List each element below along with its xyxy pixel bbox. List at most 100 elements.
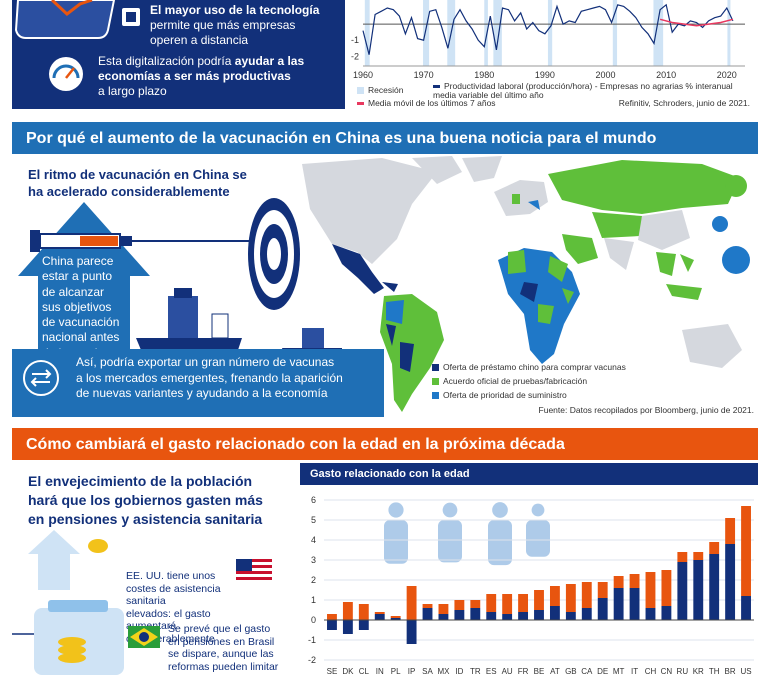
vaccination-title: Por qué el aumento de la vacunación en C… xyxy=(26,130,657,147)
x-tick-label: CL xyxy=(359,667,370,675)
age-chart-title: Gasto relacionado con la edad xyxy=(310,468,470,480)
x-tick-label: 2000 xyxy=(596,70,616,80)
bar-cl-series-0 xyxy=(358,620,369,630)
us-text: EE. UU. tiene unos costes de asistencia … xyxy=(126,570,236,645)
bar-ch-series-1 xyxy=(645,572,656,608)
map-legend-testing: Acuerdo oficial de pruebas/fabricación xyxy=(432,374,626,388)
bar-in-series-0 xyxy=(374,614,385,620)
arrow-text-line5: de vacunación xyxy=(42,315,120,330)
point-technology-line3: operen a distancia xyxy=(150,33,249,47)
x-tick-label: IT xyxy=(631,667,638,675)
bar-sa-series-0 xyxy=(422,608,433,620)
bar-ca-series-0 xyxy=(581,608,592,620)
point-technology-bold: El mayor uso de la tecnología xyxy=(150,3,320,17)
x-tick-label: AU xyxy=(502,667,513,675)
bar-kr-series-1 xyxy=(693,552,704,560)
x-tick-label: IN xyxy=(376,667,384,675)
x-tick-label: SE xyxy=(327,667,338,675)
recession-band xyxy=(653,0,664,66)
brazil-text-line3: se dispare, aunque las xyxy=(168,648,274,660)
bar-mx-series-1 xyxy=(438,604,449,614)
map-legend-supply: Oferta de prioridad de suministro xyxy=(432,388,626,402)
digitalization-line4: a largo plazo xyxy=(98,84,167,98)
bar-cl-series-1 xyxy=(358,604,369,620)
bar-au-series-0 xyxy=(502,614,513,620)
bar-in-series-1 xyxy=(374,612,385,614)
y-tick-label: -1 xyxy=(351,35,359,45)
x-tick-label: IP xyxy=(408,667,416,675)
bar-it-series-0 xyxy=(629,588,640,620)
map-legend: Oferta de préstamo chino para comprar va… xyxy=(432,360,626,402)
digitalization-line1: Esta digitalización podría xyxy=(98,54,232,68)
vaccination-subtitle: El ritmo de vacunación en China se ha ac… xyxy=(28,166,268,200)
coin-jar-illustration xyxy=(12,530,124,675)
recession-band xyxy=(484,0,488,66)
legend-recession: Recesión xyxy=(357,85,403,95)
bar-be-series-1 xyxy=(534,590,544,610)
recession-band xyxy=(547,0,553,66)
y-tick-label: -1 xyxy=(308,635,316,645)
bar-se-series-1 xyxy=(327,614,337,620)
x-tick-label: BE xyxy=(534,667,545,675)
exchange-icon xyxy=(23,360,59,396)
elderly-figure-head xyxy=(531,503,545,517)
bar-sa-series-1 xyxy=(422,604,433,608)
x-tick-label: US xyxy=(740,667,751,675)
export-box xyxy=(12,349,384,417)
x-tick-label: AT xyxy=(550,667,560,675)
digitalization-bold-b: economías a ser más productivas xyxy=(98,69,291,83)
bar-at-series-0 xyxy=(549,606,560,620)
arrow-text-line6: nacional antes xyxy=(42,330,120,345)
bar-au-series-1 xyxy=(502,594,513,614)
y-tick-label: 0 xyxy=(311,615,316,625)
vaccination-panel: El ritmo de vacunación en China se ha ac… xyxy=(12,154,758,417)
x-tick-label: 2010 xyxy=(656,70,676,80)
x-tick-label: TR xyxy=(470,667,481,675)
age-spending-subtitle-line1: El envejecimiento de la población xyxy=(28,473,253,489)
world-map xyxy=(302,156,742,412)
x-tick-label: ES xyxy=(486,667,497,675)
legend-moving-average: Media móvil de los últimos 7 años xyxy=(357,98,496,108)
moving-average-swatch xyxy=(357,102,364,106)
x-tick-label: GB xyxy=(565,667,577,675)
legend-productivity: Productividad laboral (producción/hora) … xyxy=(433,82,733,100)
x-tick-label: TH xyxy=(709,667,720,675)
testing-swatch xyxy=(432,378,439,386)
elderly-figure-body xyxy=(384,520,408,564)
point-digitalization: Esta digitalización podría ayudar a las … xyxy=(98,54,338,99)
y-tick-label: 4 xyxy=(311,535,316,545)
recession-band xyxy=(423,0,430,66)
bar-mt-series-1 xyxy=(613,576,624,588)
x-tick-label: KR xyxy=(693,667,704,675)
y-tick-label: -2 xyxy=(308,655,316,665)
bar-us-series-0 xyxy=(741,596,751,620)
bar-at-series-1 xyxy=(549,586,560,606)
x-tick-label: 1970 xyxy=(414,70,434,80)
bar-ca-series-1 xyxy=(581,582,592,608)
x-tick-label: CA xyxy=(581,667,593,675)
chip-icon xyxy=(122,8,140,26)
elderly-figure-body xyxy=(488,520,512,566)
bar-mt-series-0 xyxy=(613,588,624,620)
bar-ip-series-0 xyxy=(406,620,417,644)
age-spending-header xyxy=(12,428,758,460)
bar-gb-series-1 xyxy=(565,584,576,612)
vaccination-header xyxy=(12,122,758,154)
age-spending-subtitle-line2: hará que los gobiernos gasten más xyxy=(28,492,263,508)
arrow-text-line4: sus objetivos xyxy=(42,299,112,314)
x-tick-label: CN xyxy=(661,667,673,675)
x-tick-label: BR xyxy=(725,667,736,675)
loan-swatch xyxy=(432,364,439,372)
elderly-figure-head xyxy=(442,502,458,518)
bar-br-series-0 xyxy=(725,544,736,620)
x-tick-label: DK xyxy=(342,667,354,675)
elderly-figure-body xyxy=(526,520,550,557)
bar-th-series-0 xyxy=(709,554,720,620)
bar-es-series-1 xyxy=(486,594,497,612)
export-text-line1: Así, podría exportar un gran número de v… xyxy=(76,355,335,369)
bar-de-series-1 xyxy=(597,582,608,598)
bar-ip-series-1 xyxy=(406,586,417,620)
productivity-swatch xyxy=(433,85,440,89)
vaccination-subtitle-line2: ha acelerado considerablemente xyxy=(28,184,230,199)
elderly-figure-body xyxy=(438,520,462,563)
